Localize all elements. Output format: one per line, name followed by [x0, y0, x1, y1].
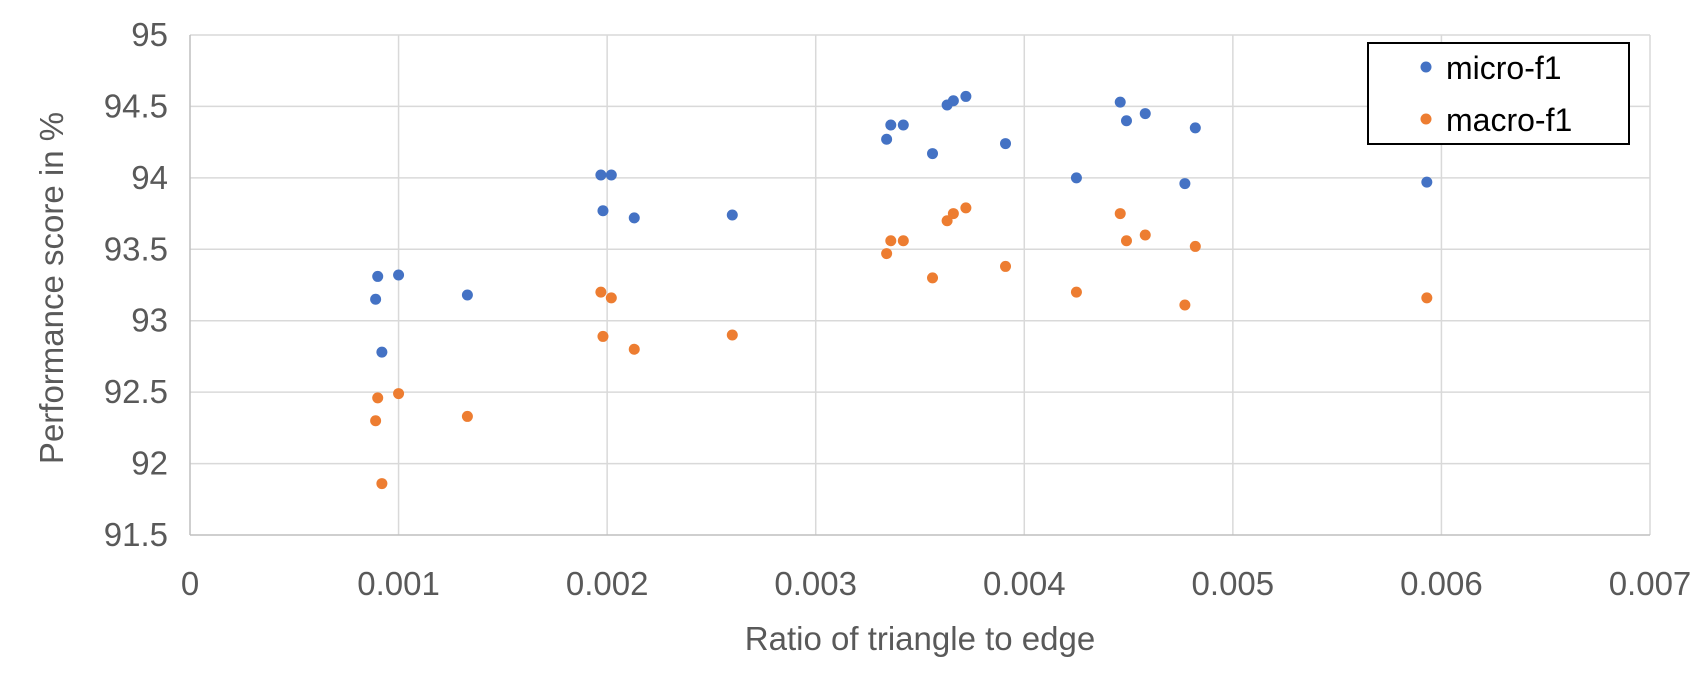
y-tick-label: 94.5: [104, 87, 168, 124]
data-point-micro-f1: [376, 346, 388, 358]
data-point-macro-f1: [941, 215, 953, 227]
data-point-micro-f1: [605, 169, 617, 181]
y-tick-label: 95: [131, 16, 168, 53]
data-point-macro-f1: [1189, 240, 1201, 252]
data-point-micro-f1: [1189, 122, 1201, 134]
legend-box: [1367, 42, 1630, 145]
x-tick-label: 0: [181, 565, 199, 602]
data-point-macro-f1: [461, 410, 473, 422]
data-point-macro-f1: [1179, 299, 1191, 311]
data-point-macro-f1: [628, 343, 640, 355]
data-point-macro-f1: [960, 202, 972, 214]
tick-labels: 91.5 92 92.5 93 93.5 94 94.5 95 0 0.001 0.002 0.003…: [104, 16, 1692, 602]
data-point-micro-f1: [897, 119, 909, 131]
legend-label-macro-f1: macro-f1: [1446, 102, 1572, 138]
data-point-macro-f1: [1070, 286, 1082, 298]
y-tick-label: 91.5: [104, 516, 168, 553]
series-macro-f1: [370, 202, 1433, 490]
data-point-micro-f1: [947, 95, 959, 107]
data-point-macro-f1: [927, 272, 939, 284]
data-point-macro-f1: [376, 478, 388, 490]
data-point-macro-f1: [1421, 292, 1433, 304]
data-point-macro-f1: [393, 388, 405, 400]
data-point-micro-f1: [960, 90, 972, 102]
gridlines: [190, 34, 1651, 535]
data-point-micro-f1: [597, 205, 609, 217]
data-point-micro-f1: [885, 119, 897, 131]
x-tick-label: 0.004: [983, 565, 1066, 602]
data-point-macro-f1: [885, 235, 897, 247]
series-micro-f1: [370, 90, 1433, 358]
data-point-micro-f1: [372, 270, 384, 282]
data-point-micro-f1: [595, 169, 607, 181]
x-tick-label: 0.007: [1609, 565, 1692, 602]
data-point-micro-f1: [1114, 96, 1126, 108]
y-tick-label: 92: [131, 445, 168, 482]
data-points: [370, 90, 1433, 490]
x-tick-label: 0.006: [1400, 565, 1483, 602]
data-point-macro-f1: [1114, 208, 1126, 220]
legend-marker-micro-f1: [1420, 61, 1432, 73]
legend: micro-f1 macro-f1: [1367, 42, 1630, 145]
legend-label-micro-f1: micro-f1: [1446, 50, 1562, 86]
data-point-micro-f1: [370, 293, 382, 305]
x-axis-title: Ratio of triangle to edge: [745, 620, 1095, 657]
data-point-macro-f1: [726, 329, 738, 341]
y-tick-label: 94: [131, 159, 168, 196]
data-point-micro-f1: [1179, 178, 1191, 190]
data-point-macro-f1: [372, 392, 384, 404]
data-point-micro-f1: [1120, 115, 1132, 127]
data-point-micro-f1: [726, 209, 738, 221]
data-point-micro-f1: [461, 289, 473, 301]
y-tick-label: 93.5: [104, 230, 168, 267]
y-axis-title: Performance score in %: [33, 112, 70, 464]
data-point-micro-f1: [881, 133, 893, 145]
data-point-macro-f1: [1120, 235, 1132, 247]
data-point-macro-f1: [595, 286, 607, 298]
data-point-micro-f1: [1070, 172, 1082, 184]
data-point-macro-f1: [1139, 229, 1151, 241]
y-tick-label: 92.5: [104, 373, 168, 410]
x-tick-label: 0.005: [1192, 565, 1275, 602]
data-point-macro-f1: [897, 235, 909, 247]
data-point-macro-f1: [947, 208, 959, 220]
y-tick-label: 93: [131, 302, 168, 339]
x-tick-label: 0.003: [774, 565, 857, 602]
x-tick-label: 0.001: [357, 565, 440, 602]
data-point-macro-f1: [597, 330, 609, 342]
data-point-macro-f1: [605, 292, 617, 304]
data-point-micro-f1: [1421, 176, 1433, 188]
x-tick-label: 0.002: [566, 565, 649, 602]
data-point-macro-f1: [1000, 260, 1012, 272]
axes: [189, 35, 1650, 536]
data-point-micro-f1: [927, 148, 939, 160]
data-point-micro-f1: [393, 269, 405, 281]
data-point-micro-f1: [628, 212, 640, 224]
data-point-macro-f1: [370, 415, 382, 427]
data-point-macro-f1: [881, 248, 893, 260]
data-point-micro-f1: [1139, 108, 1151, 120]
legend-marker-macro-f1: [1420, 113, 1432, 125]
data-point-micro-f1: [1000, 138, 1012, 150]
